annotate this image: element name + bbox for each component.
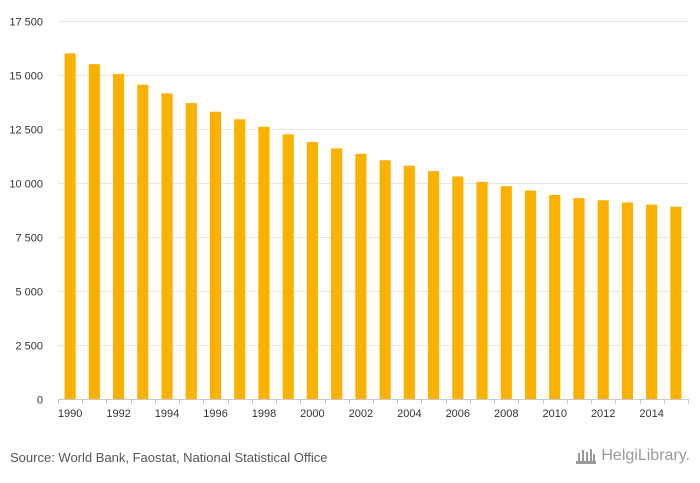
y-axis-tick-labels: 0 2 500 5 000 7 500 10 000 12 500 15 000 17 500 <box>9 17 43 407</box>
bar[interactable] <box>549 194 561 399</box>
bar[interactable] <box>137 84 149 399</box>
y-tick-label: 17 500 <box>9 17 43 29</box>
bar[interactable] <box>524 190 537 399</box>
bar[interactable] <box>500 186 512 399</box>
x-tick-label: 2012 <box>591 408 615 420</box>
helgi-library-logo-icon <box>576 449 597 464</box>
x-axis-tick-labels: 1990 1992 1994 1996 1998 2000 2002 2004 2006 2008… <box>58 408 664 420</box>
y-tick-label: 12 500 <box>9 125 43 137</box>
axes <box>58 399 689 404</box>
source-note: Source: World Bank, Faostat, National St… <box>10 450 328 465</box>
bar[interactable] <box>161 93 173 400</box>
bar[interactable] <box>355 153 367 399</box>
y-tick-label: 0 <box>37 395 43 407</box>
x-tick-label: 2000 <box>300 408 324 420</box>
bar[interactable] <box>113 73 125 400</box>
y-tick-label: 5 000 <box>15 287 43 299</box>
gridlines <box>58 21 688 346</box>
bar[interactable] <box>88 64 100 399</box>
bar[interactable] <box>258 126 270 399</box>
x-tick-label: 1996 <box>203 408 227 420</box>
bar[interactable] <box>331 148 343 399</box>
x-tick-label: 2002 <box>349 408 373 420</box>
x-tick-label: 2004 <box>397 408 421 420</box>
x-tick-label: 2006 <box>446 408 470 420</box>
bar[interactable] <box>282 134 294 399</box>
x-tick-label: 1992 <box>106 408 130 420</box>
bar[interactable] <box>234 119 246 399</box>
brand-name: HelgiLibrary. <box>601 447 690 464</box>
y-tick-label: 2 500 <box>15 341 43 353</box>
y-tick-label: 10 000 <box>9 179 43 191</box>
bars <box>64 53 682 400</box>
bar[interactable] <box>379 160 391 399</box>
bar-chart: 0 2 500 5 000 7 500 10 000 12 500 15 000 17 500… <box>9 17 689 420</box>
bar[interactable] <box>573 198 585 399</box>
bar[interactable] <box>209 111 222 399</box>
x-tick-label: 1994 <box>155 408 179 420</box>
x-tick-label: 1998 <box>252 408 276 420</box>
brand-logo[interactable]: HelgiLibrary. <box>575 447 690 465</box>
bar[interactable] <box>646 204 658 399</box>
bar[interactable] <box>403 165 415 399</box>
bar[interactable] <box>452 176 464 399</box>
bar[interactable] <box>306 141 318 399</box>
x-tick-label: 2008 <box>494 408 518 420</box>
y-tick-label: 15 000 <box>9 71 43 83</box>
x-tick-label: 1990 <box>58 408 82 420</box>
x-tick-label: 2010 <box>542 408 566 420</box>
bar[interactable] <box>476 181 488 399</box>
bar[interactable] <box>428 171 440 399</box>
bar[interactable] <box>185 103 197 399</box>
bar[interactable] <box>597 200 609 399</box>
bar[interactable] <box>64 53 76 400</box>
bar[interactable] <box>621 202 633 399</box>
bar[interactable] <box>670 206 682 399</box>
x-tick-label: 2014 <box>639 408 663 420</box>
y-tick-label: 7 500 <box>15 233 43 245</box>
